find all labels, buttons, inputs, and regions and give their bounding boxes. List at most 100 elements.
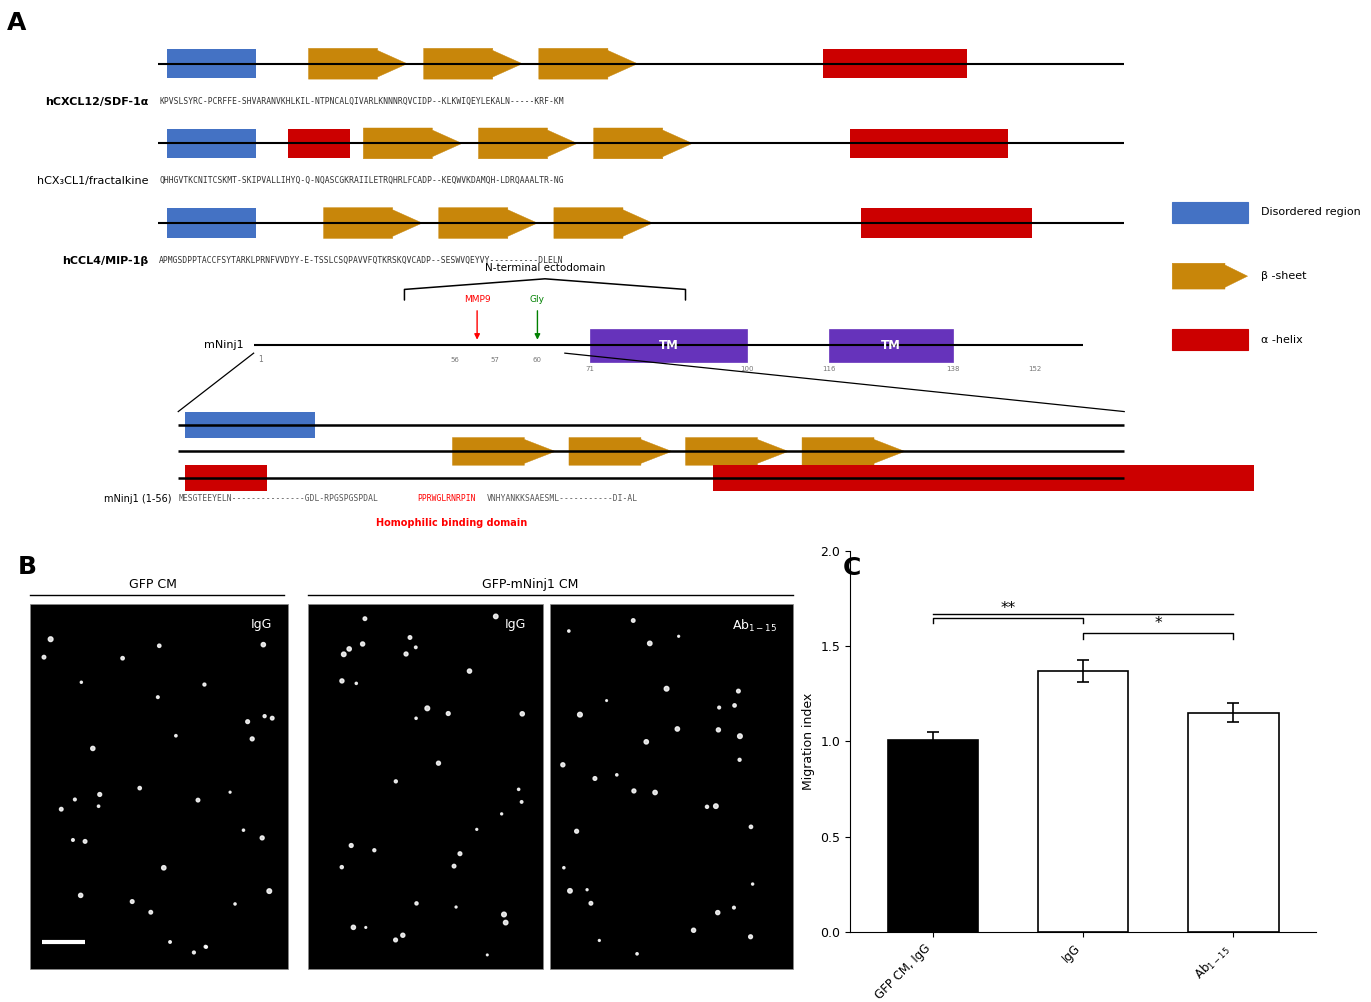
Point (485, 608, 507, 624)
Bar (551, 604, 792, 970)
Point (635, 733, 657, 749)
Text: TM: TM (658, 339, 679, 352)
Point (88, 799, 110, 815)
Text: 60: 60 (533, 357, 542, 363)
Bar (1172, 330, 1248, 351)
Point (576, 882, 598, 898)
Polygon shape (363, 128, 462, 158)
Point (404, 639, 426, 655)
Point (627, 946, 648, 962)
Point (70, 674, 92, 690)
Point (728, 752, 750, 768)
Bar (167, 49, 256, 78)
Text: GFP CM: GFP CM (129, 578, 177, 591)
Point (417, 700, 439, 716)
Point (709, 699, 731, 715)
Polygon shape (1172, 264, 1248, 290)
Point (683, 922, 705, 938)
Text: **: ** (1001, 601, 1016, 616)
Point (507, 782, 529, 798)
Point (622, 783, 644, 799)
Point (606, 767, 628, 783)
Point (448, 846, 470, 862)
Point (707, 721, 729, 737)
Text: 138: 138 (946, 367, 960, 373)
Point (437, 705, 459, 721)
Text: TM: TM (882, 339, 901, 352)
Point (655, 680, 677, 696)
Point (511, 705, 533, 721)
Bar (829, 329, 953, 362)
Polygon shape (554, 207, 653, 238)
Point (696, 799, 718, 815)
Point (476, 947, 498, 963)
Bar (30, 604, 288, 970)
Bar (185, 412, 315, 438)
Point (363, 843, 385, 859)
Point (351, 636, 373, 652)
Point (339, 641, 361, 657)
Point (51, 802, 73, 818)
Point (89, 787, 111, 803)
Bar (185, 465, 267, 491)
Point (553, 860, 574, 876)
Bar (590, 329, 747, 362)
Point (466, 822, 488, 838)
Text: hCXCL12/SDF-1α: hCXCL12/SDF-1α (45, 96, 148, 106)
Point (392, 927, 414, 943)
Point (62, 832, 84, 848)
Text: α -helix: α -helix (1261, 335, 1302, 345)
Point (258, 883, 280, 899)
Text: Ab$_{1-15}$: Ab$_{1-15}$ (732, 617, 777, 634)
Point (404, 710, 426, 726)
Point (251, 830, 273, 846)
Point (33, 649, 55, 665)
Text: A: A (7, 11, 26, 35)
Bar (887, 739, 978, 932)
Point (622, 612, 644, 628)
Text: N-terminal ectodomain: N-terminal ectodomain (485, 264, 605, 274)
Point (510, 794, 532, 810)
Point (165, 727, 186, 743)
Polygon shape (308, 48, 407, 79)
Text: KPVSLSYRC-PCRFFE-SHVARANVKHLKIL-NTPNCALQIVARLKNNNRQVCIDP--KLKWIQEYLEKALN-----KRF: KPVSLSYRC-PCRFFE-SHVARANVKHLKIL-NTPNCALQ… (159, 96, 563, 105)
Point (644, 785, 666, 801)
Point (82, 740, 104, 757)
Polygon shape (324, 207, 422, 238)
Text: C: C (843, 556, 861, 580)
Text: 1: 1 (258, 355, 262, 364)
Polygon shape (569, 438, 672, 465)
Point (193, 676, 215, 692)
Text: *: * (1154, 616, 1163, 631)
Polygon shape (439, 207, 537, 238)
Point (354, 610, 376, 626)
Point (152, 860, 174, 876)
Point (491, 806, 513, 822)
Text: 116: 116 (823, 367, 836, 373)
Point (330, 673, 352, 689)
Point (148, 637, 170, 653)
Point (195, 939, 217, 955)
Point (588, 933, 610, 949)
Point (252, 636, 274, 652)
Text: MESGTEEYELN---------------GDL-RPGSPGSPDAL: MESGTEEYELN---------------GDL-RPGSPGSPDA… (178, 494, 378, 503)
Point (728, 683, 750, 699)
Polygon shape (539, 48, 638, 79)
Bar (167, 208, 256, 237)
Point (566, 824, 588, 840)
Point (186, 793, 208, 809)
Point (233, 823, 255, 839)
Point (129, 781, 151, 797)
Point (668, 628, 690, 644)
Text: mNinj1 (1-56): mNinj1 (1-56) (104, 494, 171, 504)
Point (584, 771, 606, 787)
Point (558, 623, 580, 639)
Bar (861, 208, 1032, 237)
Polygon shape (802, 438, 905, 465)
Point (385, 774, 407, 790)
Point (707, 905, 729, 921)
Point (729, 728, 751, 744)
Point (121, 894, 143, 910)
Text: APMGSDPPTACCFSYTARKLPRNFVVDYY-E-TSSLCSQPAVVFQTKRSKQVCADP--SESWVQEYVY----------DL: APMGSDPPTACCFSYTARKLPRNFVVDYY-E-TSSLCSQP… (159, 256, 563, 265)
Text: 152: 152 (1028, 367, 1042, 373)
